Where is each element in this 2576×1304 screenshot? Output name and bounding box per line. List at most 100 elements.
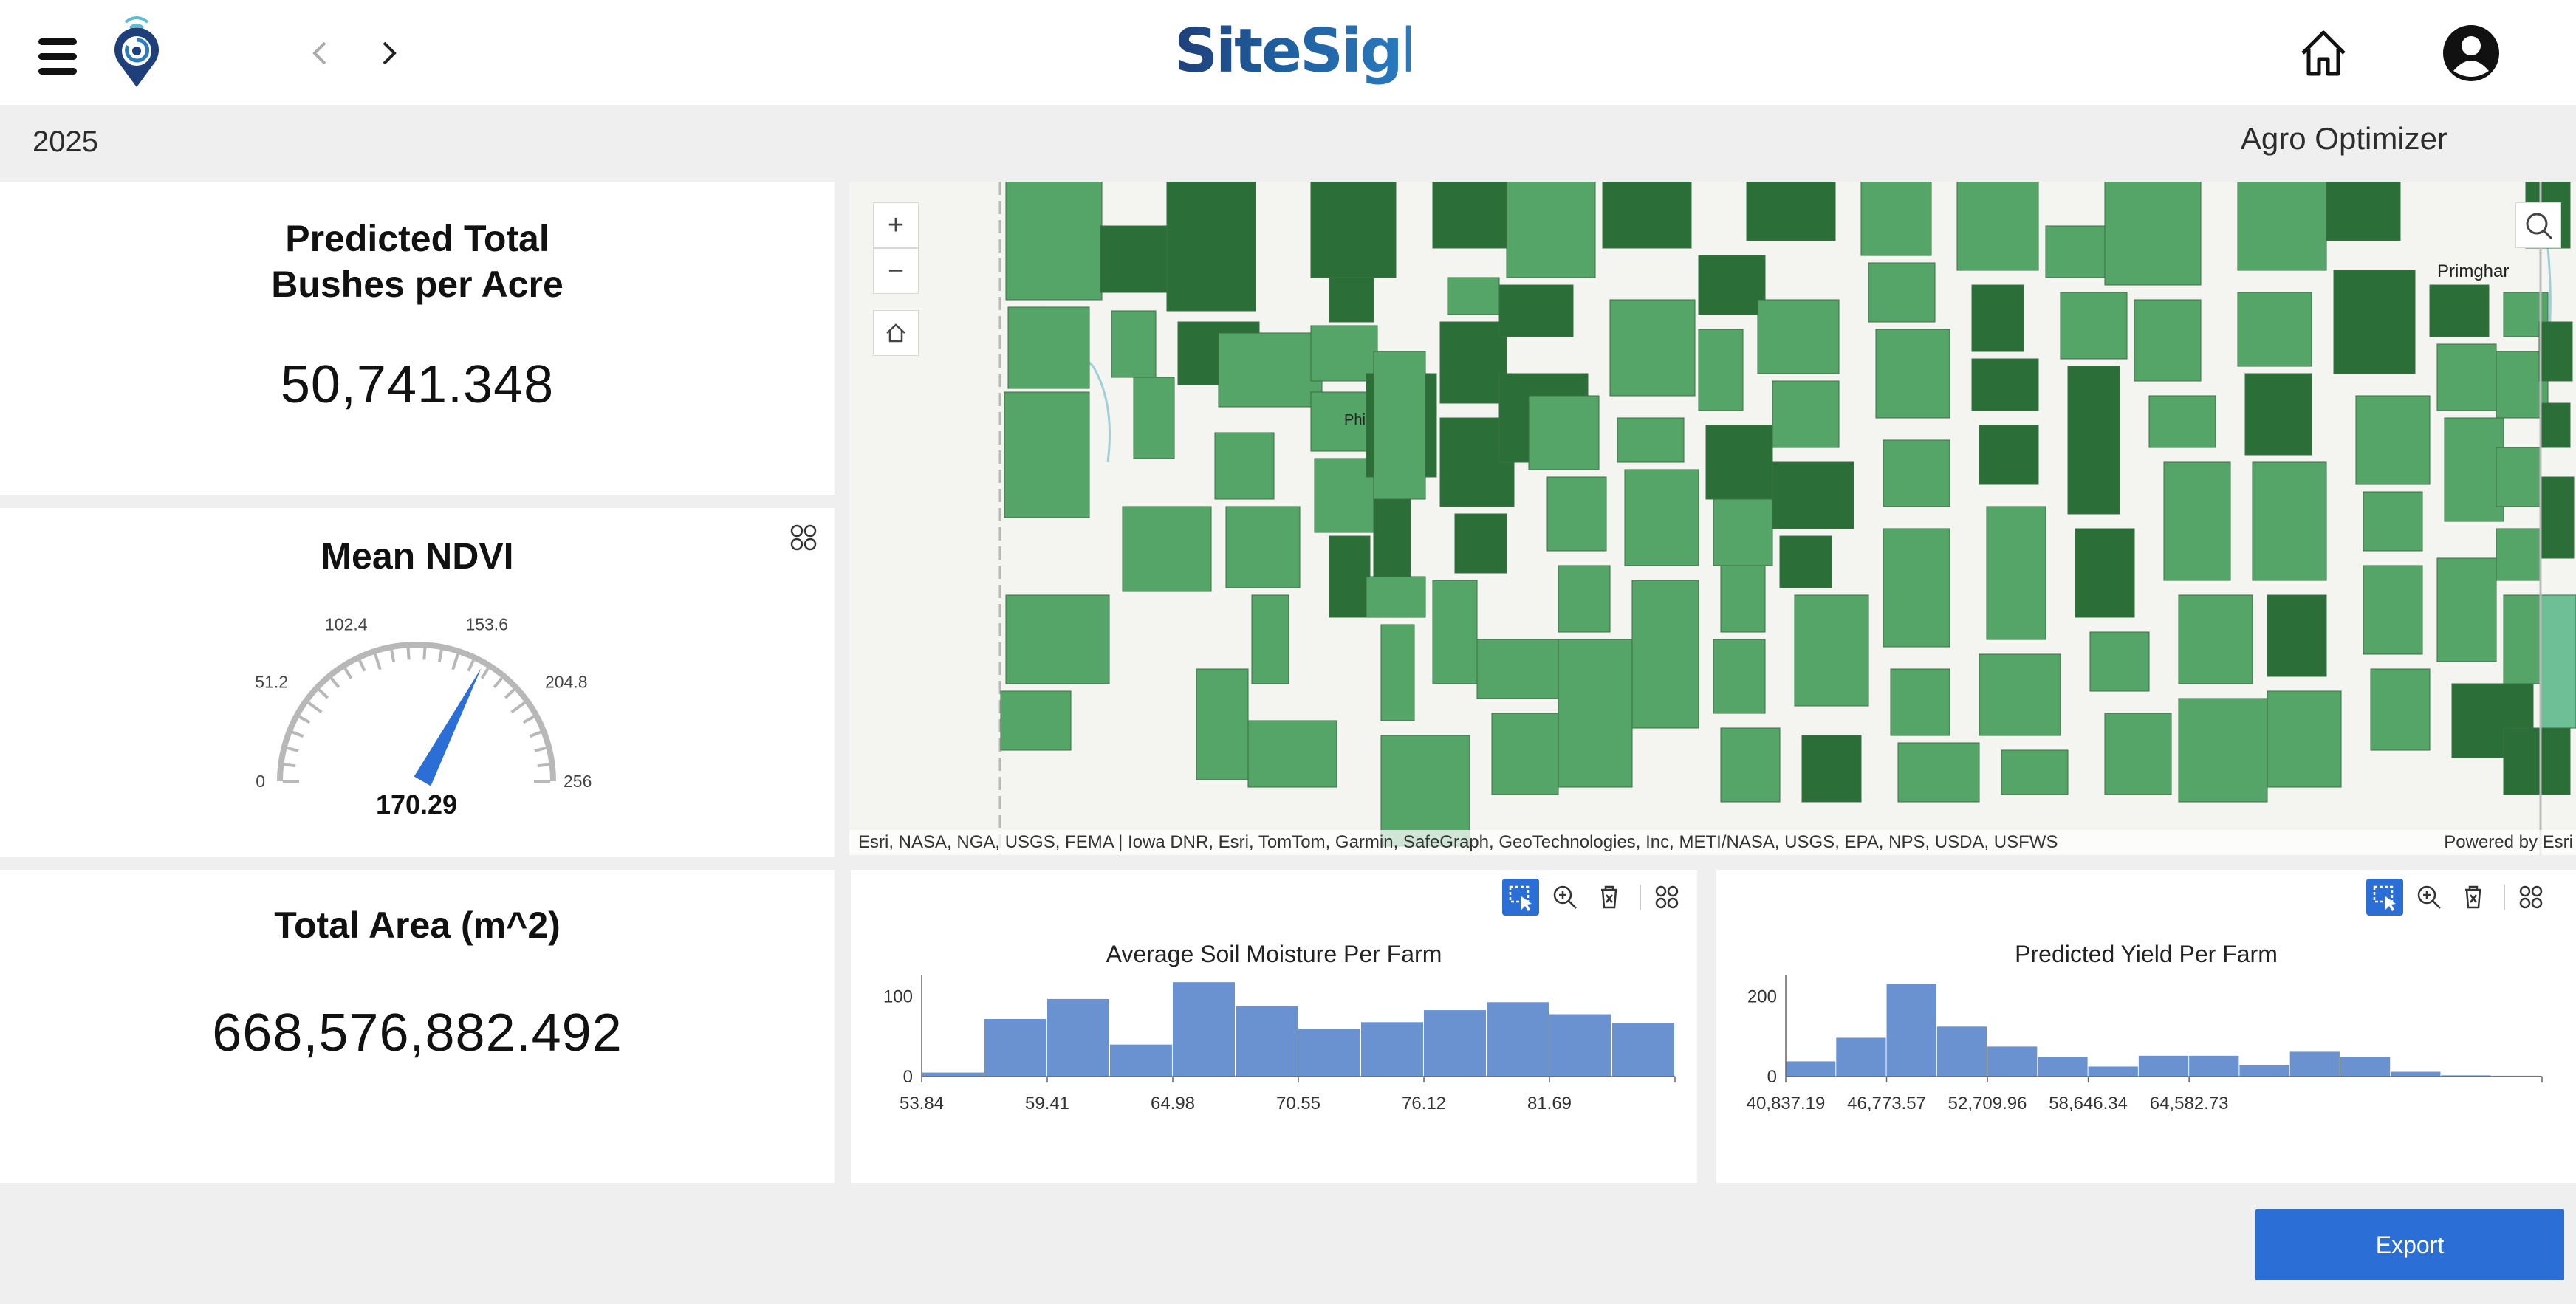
farm-field[interactable] (2178, 594, 2253, 684)
histogram-bar[interactable] (1361, 1022, 1423, 1077)
farm-field[interactable] (2333, 270, 2416, 374)
zoom-tool-button[interactable] (1546, 879, 1583, 916)
farm-field[interactable] (1247, 720, 1337, 788)
farm-field[interactable] (1329, 535, 1371, 618)
farm-field[interactable] (2067, 366, 2120, 515)
farm-field[interactable] (1214, 432, 1275, 500)
farm-field[interactable] (1005, 182, 1103, 301)
histogram-bar[interactable] (1298, 1029, 1360, 1077)
zoom-in-button[interactable]: + (873, 202, 919, 248)
farm-field[interactable] (2089, 631, 2150, 692)
farm-field[interactable] (1698, 255, 1766, 315)
farm-field[interactable] (2104, 713, 2172, 795)
farm-field[interactable] (1698, 329, 1744, 411)
farm-field[interactable] (2001, 749, 2069, 795)
farm-field[interactable] (2178, 698, 2268, 803)
farm-field[interactable] (1602, 182, 1692, 249)
farm-field[interactable] (1956, 182, 2039, 271)
farm-field[interactable] (1196, 668, 1249, 780)
farm-field[interactable] (1310, 182, 1397, 278)
map-home-button[interactable] (873, 310, 919, 356)
farm-field[interactable] (2429, 284, 2490, 337)
farm-field[interactable] (1506, 182, 1596, 278)
clear-selection-button[interactable] (1591, 879, 1628, 916)
export-button[interactable]: Export (2255, 1209, 2564, 1280)
farm-field[interactable] (1366, 576, 1426, 618)
histogram-bar[interactable] (1047, 998, 1109, 1077)
farm-field[interactable] (2267, 594, 2327, 677)
location-pin-logo-icon[interactable] (103, 10, 170, 90)
farm-field[interactable] (2436, 343, 2497, 411)
farm-field[interactable] (1310, 325, 1378, 382)
histogram-bar[interactable] (922, 1072, 984, 1077)
farm-field[interactable] (1100, 225, 1168, 293)
farm-field[interactable] (2134, 299, 2202, 382)
histogram-bar[interactable] (1110, 1044, 1172, 1077)
farm-field[interactable] (1794, 594, 1869, 707)
farm-field[interactable] (2496, 447, 2541, 507)
histogram-bar[interactable] (1173, 982, 1235, 1077)
farm-field[interactable] (2355, 395, 2431, 485)
farm-field[interactable] (1971, 284, 2024, 352)
histogram-bar[interactable] (2391, 1071, 2441, 1077)
farm-field[interactable] (1801, 735, 1862, 803)
farm-field[interactable] (1432, 580, 1478, 684)
farm-field[interactable] (1439, 321, 1507, 404)
clear-selection-button[interactable] (2455, 879, 2492, 916)
farm-field[interactable] (1373, 491, 1411, 581)
chevron-right-icon[interactable] (371, 32, 408, 74)
zoom-tool-button[interactable] (2411, 879, 2447, 916)
farm-field[interactable] (1133, 377, 1175, 459)
farm-field[interactable] (1380, 624, 1415, 721)
farm-field[interactable] (1720, 565, 1766, 633)
histogram-bar[interactable] (2038, 1057, 2088, 1077)
farm-map[interactable]: + − Primghar Phi Esri, NASA, NGA, USGS, … (849, 182, 2576, 855)
farm-field[interactable] (1779, 535, 1832, 588)
farm-field[interactable] (1329, 277, 1374, 323)
farm-field[interactable] (1251, 594, 1289, 684)
histogram-bar[interactable] (2189, 1055, 2239, 1077)
farm-field[interactable] (1310, 391, 1367, 452)
farm-field[interactable] (1860, 182, 1932, 256)
farm-field[interactable] (1432, 182, 1507, 249)
powered-by-esri[interactable]: Powered by Esri (2444, 832, 2573, 852)
select-tool-button[interactable] (1502, 879, 1539, 916)
farm-field[interactable] (2237, 292, 2312, 367)
farm-field[interactable] (2104, 182, 2202, 286)
farm-field[interactable] (1713, 639, 1766, 714)
farm-field[interactable] (1000, 690, 1072, 751)
zoom-out-button[interactable]: − (873, 248, 919, 294)
histogram-bar[interactable] (2138, 1055, 2189, 1077)
farm-field[interactable] (1558, 565, 1611, 633)
farm-field[interactable] (2496, 528, 2541, 581)
histogram-bar[interactable] (2340, 1057, 2391, 1077)
farm-field[interactable] (2267, 690, 2342, 788)
farm-field[interactable] (1476, 639, 1566, 699)
farm-field[interactable] (2148, 395, 2216, 448)
farm-field[interactable] (1122, 506, 1212, 592)
farm-field[interactable] (1624, 469, 1699, 566)
farm-field[interactable] (2244, 373, 2312, 456)
farm-field[interactable] (2540, 402, 2571, 448)
farm-field[interactable] (2060, 292, 2128, 360)
farm-field[interactable] (1528, 395, 1600, 470)
farm-field[interactable] (1979, 653, 2061, 736)
home-icon[interactable] (2297, 27, 2350, 80)
farm-field[interactable] (1868, 262, 1936, 323)
farm-field[interactable] (1631, 580, 1699, 729)
histogram-bar[interactable] (1886, 984, 1936, 1077)
farm-field[interactable] (1005, 594, 1110, 684)
hamburger-menu-icon[interactable] (38, 38, 77, 75)
histogram-bar[interactable] (1236, 1006, 1298, 1077)
farm-field[interactable] (1447, 277, 1500, 315)
farm-field[interactable] (1883, 528, 1950, 648)
histogram-bar[interactable] (1424, 1010, 1486, 1077)
farm-field[interactable] (1979, 425, 2039, 485)
histogram-bar[interactable] (1549, 1014, 1611, 1077)
farm-field[interactable] (1705, 425, 1773, 500)
histogram-bar[interactable] (1987, 1046, 2038, 1077)
farm-field[interactable] (1883, 439, 1950, 507)
farm-field[interactable] (1875, 329, 1950, 419)
histogram-bar[interactable] (2088, 1066, 2138, 1077)
chevron-left-icon[interactable] (301, 32, 338, 74)
